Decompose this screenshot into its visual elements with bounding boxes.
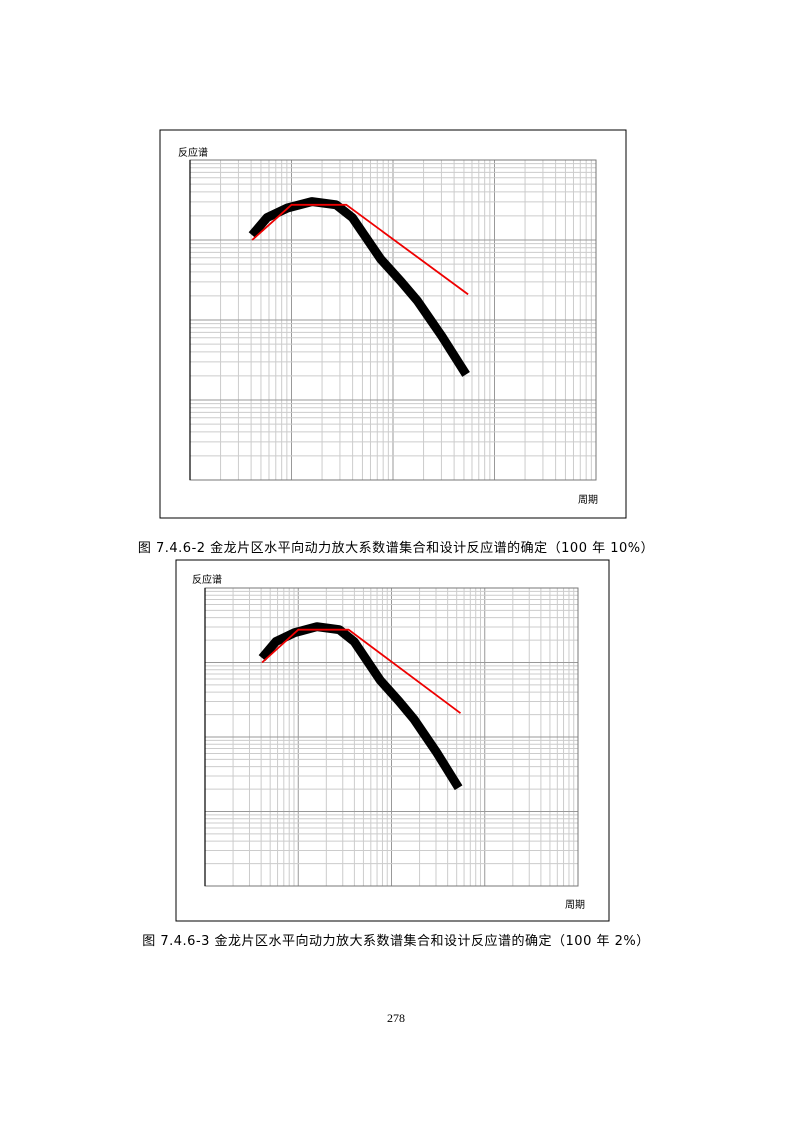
design-spectrum [251, 203, 469, 296]
figure-caption: 图 7.4.6-3 金龙片区水平向动力放大系数谱集合和设计反应谱的确定（100 … [142, 933, 650, 949]
x-axis-label: 周期 [565, 899, 585, 911]
figure-frame [175, 559, 610, 922]
figure-caption: 图 7.4.6-2 金龙片区水平向动力放大系数谱集合和设计反应谱的确定（100 … [138, 540, 654, 556]
spectrum-band [248, 197, 470, 377]
page-number: 278 [387, 1011, 405, 1025]
y-axis-label: 反应谱 [178, 146, 208, 159]
figure-frame [159, 129, 627, 519]
design-spectrum [261, 628, 462, 714]
spectrum-band [258, 622, 463, 791]
y-axis-label: 反应谱 [192, 573, 222, 586]
x-axis-label: 周期 [578, 494, 598, 506]
